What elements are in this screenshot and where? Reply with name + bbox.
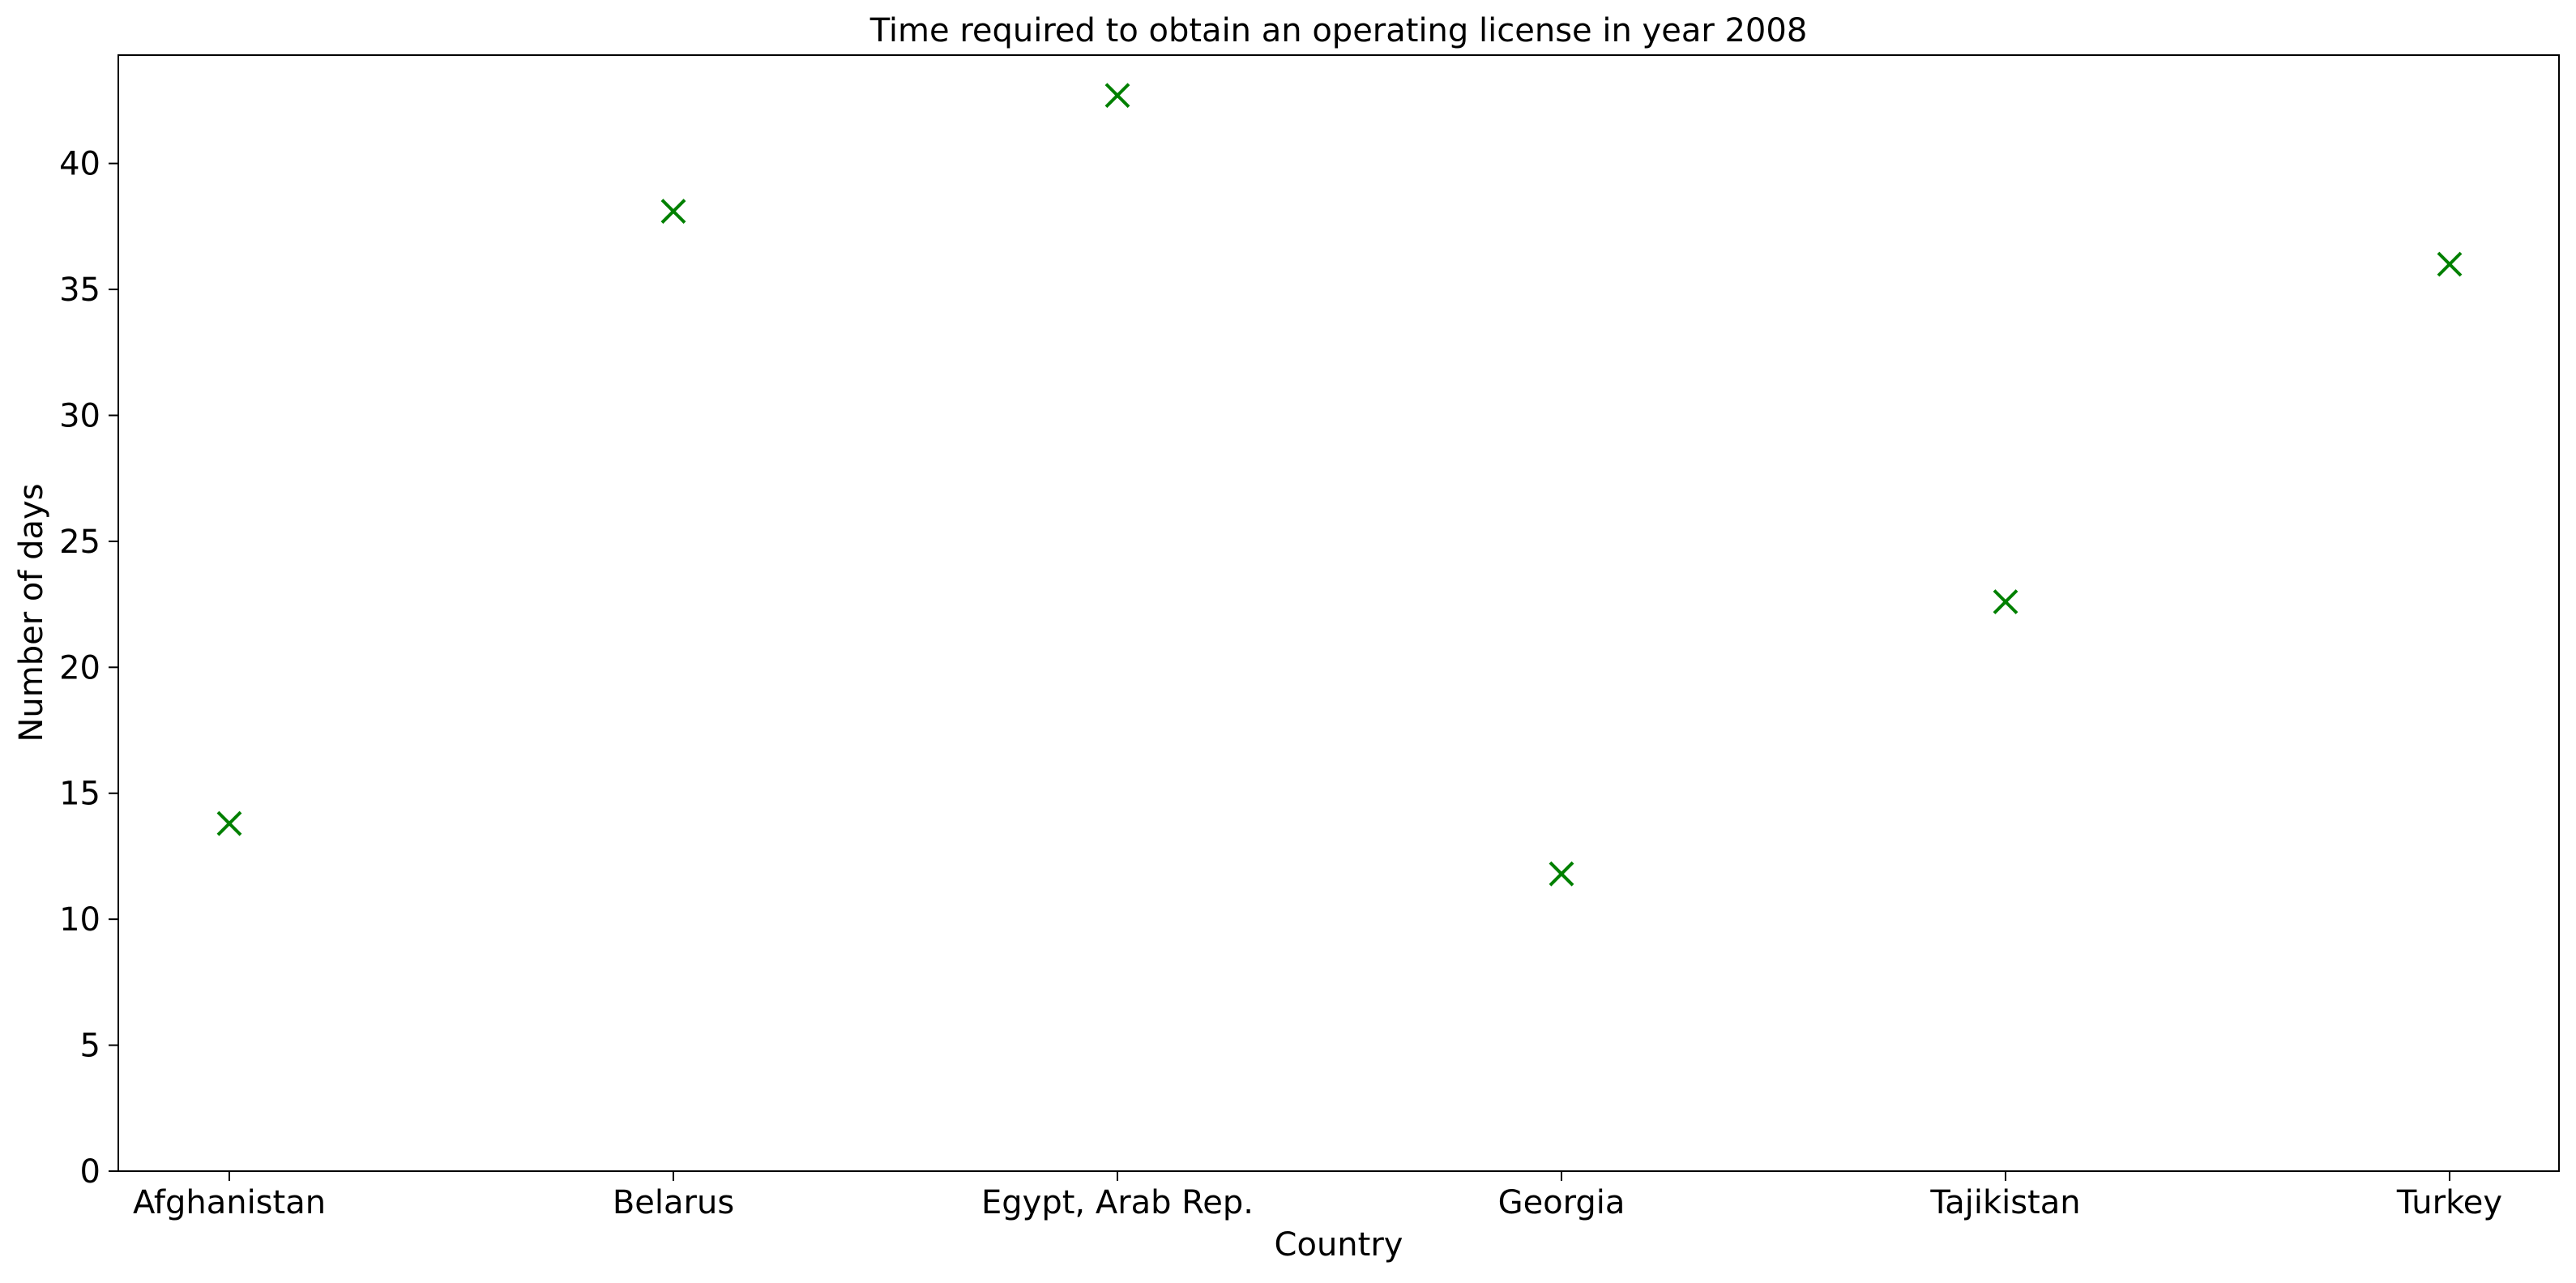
x-tick-label: Georgia <box>1498 1184 1625 1221</box>
x-tick-label: Tajikistan <box>1929 1184 2080 1221</box>
marker-stroke <box>1549 861 1574 887</box>
marker-stroke <box>660 199 686 225</box>
marker-stroke <box>216 810 242 836</box>
y-tick-label: 20 <box>59 649 100 686</box>
y-tick-label: 30 <box>59 397 100 434</box>
x-axis: Afghanistan Belarus Egypt, Arab Rep. Georgi… <box>133 1171 2502 1221</box>
chart-title: Time required to obtain an operating lic… <box>869 12 1808 49</box>
x-axis-label: Country <box>1275 1226 1403 1264</box>
data-point-marker <box>660 199 686 225</box>
x-tick-label: Turkey <box>2396 1184 2502 1221</box>
data-point-marker <box>2437 251 2463 277</box>
marker-stroke <box>1104 83 1130 109</box>
y-tick-label: 10 <box>59 901 100 939</box>
x-tick-label: Afghanistan <box>133 1184 326 1221</box>
y-tick-label: 35 <box>59 272 100 309</box>
x-tick-label: Belarus <box>613 1184 734 1221</box>
y-tick-label: 25 <box>59 524 100 561</box>
x-tick-label: Egypt, Arab Rep. <box>981 1184 1254 1221</box>
marker-stroke <box>2437 251 2463 277</box>
y-tick-label: 5 <box>80 1028 100 1065</box>
data-point-marker <box>1549 861 1574 887</box>
plot-area <box>117 54 2560 1172</box>
marker-stroke <box>1993 589 2019 614</box>
data-point-marker <box>1993 589 2019 614</box>
y-axis-label: Number of days <box>13 483 50 742</box>
y-tick-label: 40 <box>59 146 100 183</box>
data-point-marker <box>216 810 242 836</box>
y-axis: 0 5 10 15 20 25 30 35 40 <box>59 146 118 1191</box>
data-point-marker <box>1104 83 1130 109</box>
data-markers <box>216 83 2463 887</box>
y-tick-label: 0 <box>80 1153 100 1191</box>
y-tick-label: 15 <box>59 776 100 813</box>
